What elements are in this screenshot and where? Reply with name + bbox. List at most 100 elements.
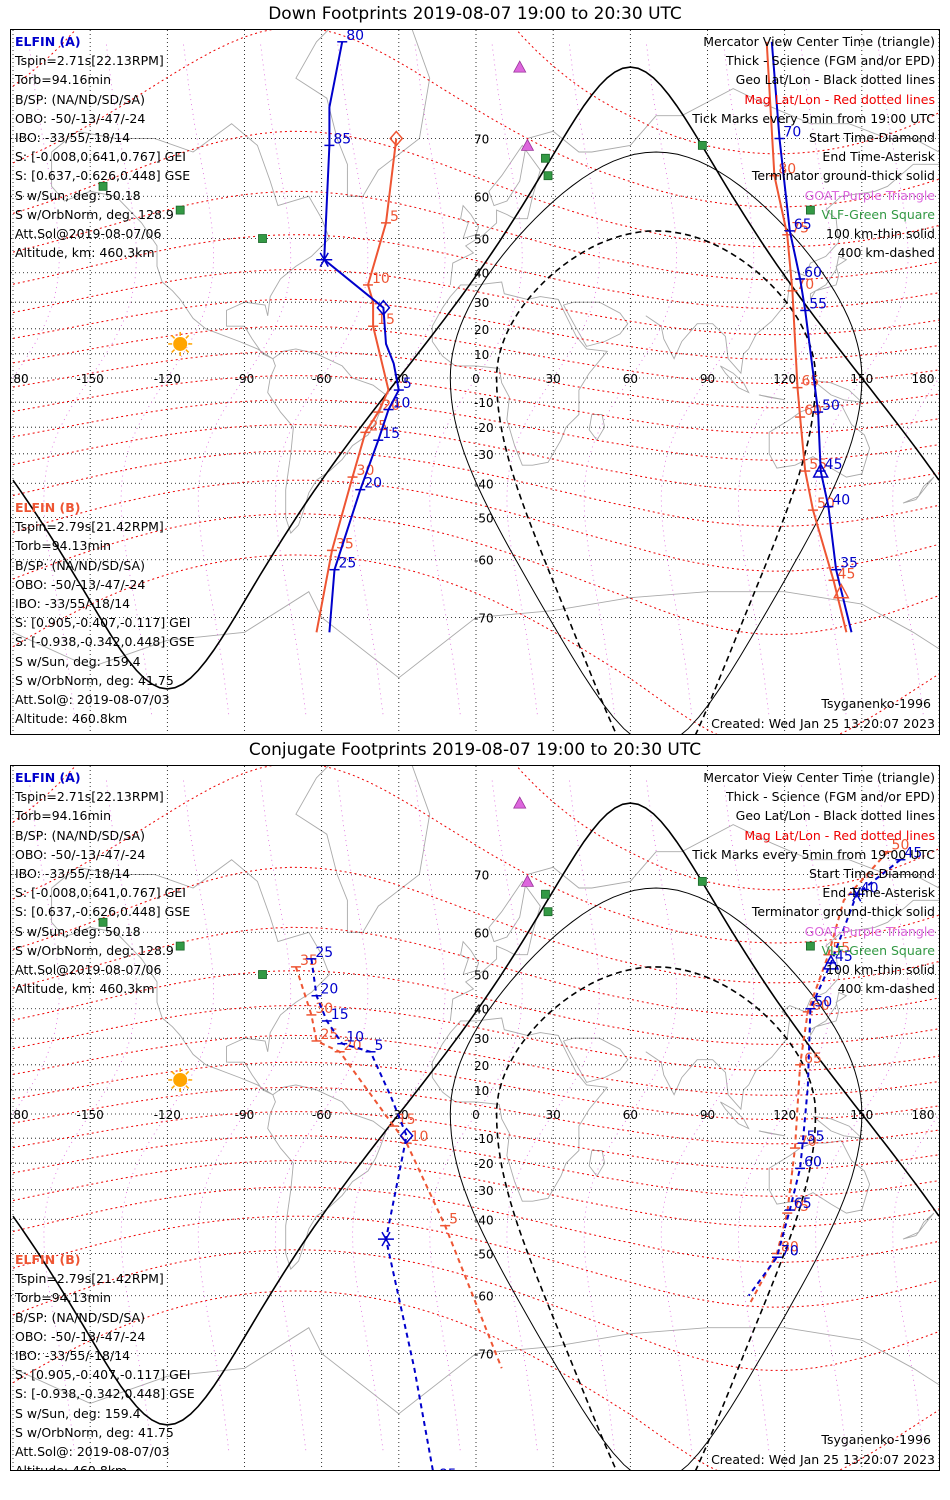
- mag-parallel: [12, 866, 939, 984]
- legend-item: Terminator ground-thick solid: [751, 904, 935, 920]
- info-line: S w/OrbNorm, deg: 41.75: [15, 1424, 174, 1440]
- legend-item: Tick Marks every 5min from 19:00 UTC: [692, 846, 935, 862]
- start-diamond-marker: [389, 130, 404, 147]
- info-line: Tspin=2.71s[22.13RPM]: [15, 789, 164, 805]
- latitude-tick-label: 10: [474, 1084, 489, 1098]
- terminator-100km: [449, 151, 863, 734]
- info-line: S w/Sun, deg: 50.18: [15, 187, 141, 203]
- elfin-a-label: ELFIN (A): [15, 770, 81, 785]
- start-diamond-marker: [376, 299, 391, 316]
- info-line: IBO: -33/55/-18/14: [15, 596, 131, 612]
- vlf-station-marker: [805, 941, 815, 951]
- latitude-tick-label: -30: [474, 448, 494, 462]
- coastline: [431, 1017, 609, 1202]
- coastline: [902, 1212, 935, 1240]
- info-line: Tspin=2.79s[21.42RPM]: [15, 519, 164, 535]
- mag-meridian: [892, 1113, 939, 1451]
- info-line: B/SP: (NA/ND/SD/SA): [15, 557, 145, 573]
- time-tick-label: 25: [321, 1027, 339, 1043]
- elfin-a-track: [310, 958, 434, 1470]
- time-tick-label: 65: [794, 1196, 812, 1212]
- info-line: Torb=94.16min: [15, 808, 112, 824]
- info-line: B/SP: (NA/ND/SD/SA): [15, 827, 145, 843]
- legend-item: Mercator View Center Time (triangle): [703, 34, 935, 49]
- longitude-tick-label: -90: [235, 372, 255, 386]
- legend-item: Mag Lat/Lon - Red dotted lines: [744, 91, 935, 107]
- info-line: S: [0.905,-0.407,-0.117] GEI: [15, 1367, 191, 1383]
- legend-item: 400 km-dashed: [837, 245, 935, 261]
- coastline: [460, 204, 480, 239]
- mag-parallel: [12, 766, 939, 944]
- conjugate-footprints-panel: Conjugate Footprints 2019-08-07 19:00 to…: [0, 736, 950, 1471]
- time-tick-label: 10: [393, 396, 411, 412]
- legend-item: Terminator ground-thick solid: [751, 168, 935, 184]
- latitude-tick-label: 40: [474, 267, 489, 281]
- mag-parallel: [12, 1249, 939, 1371]
- mag-parallel: [12, 298, 939, 360]
- time-tick-label: 60: [812, 998, 830, 1014]
- time-tick-label: 10: [372, 271, 390, 287]
- vlf-station-marker: [697, 140, 707, 150]
- time-tick-label: 10: [411, 1129, 429, 1145]
- legend-item: Thick - Science (FGM and/or EPD): [726, 789, 935, 805]
- coastline: [720, 1101, 750, 1130]
- mag-meridian: [660, 777, 755, 1451]
- elfin-b-info: ELFIN (B) Tspin=2.79s[21.42RPM] Torb=94.…: [15, 1250, 195, 1471]
- coastline: [563, 1037, 629, 1083]
- latitude-tick-label: 10: [474, 348, 489, 362]
- mag-parallel: [12, 424, 939, 492]
- mag-meridian: [43, 41, 137, 715]
- time-tick-label: 40: [861, 880, 879, 896]
- longitude-tick-label: -60: [312, 372, 332, 386]
- coastline: [449, 824, 939, 1021]
- time-tick-label: 15: [331, 1007, 349, 1023]
- coastline: [267, 348, 387, 534]
- longitude-tick-label: -150: [77, 1108, 104, 1122]
- time-tick-label: 35: [300, 953, 318, 969]
- mag-parallel: [12, 1290, 939, 1470]
- info-line: Altitude: 460.8km: [15, 1463, 128, 1471]
- coastline: [809, 991, 848, 1036]
- sun-ray: [171, 349, 176, 353]
- latitude-tick-label: -40: [474, 1213, 494, 1227]
- time-tick-label: 45: [835, 949, 853, 965]
- mag-meridian: [274, 777, 369, 1451]
- time-tick-label: 15: [398, 1112, 416, 1128]
- info-line: Tspin=2.79s[21.42RPM]: [15, 1271, 164, 1287]
- mag-parallel: [12, 350, 939, 409]
- time-tick-label: 45: [825, 457, 843, 473]
- coastline: [588, 1150, 606, 1178]
- elfin-b-track-east: [765, 41, 848, 633]
- latitude-tick-label: 60: [474, 926, 489, 940]
- time-tick-label: 35: [840, 556, 858, 572]
- time-tick-label: 25: [315, 945, 333, 961]
- mag-meridian: [120, 777, 215, 1451]
- latitude-tick-label: -60: [474, 554, 494, 568]
- time-tick-label: 20: [321, 982, 339, 998]
- longitude-tick-label: 180: [912, 1108, 935, 1122]
- goat-station-marker: [520, 874, 535, 887]
- coastline: [588, 414, 606, 442]
- elfin-a-info: ELFIN (A) Tspin=2.71s[22.13RPM] Torb=94.…: [15, 768, 190, 998]
- time-tick-label: 70: [784, 125, 802, 141]
- legend-item: Start Time-Diamond: [808, 130, 935, 146]
- longitude-tick-label: 0: [472, 372, 480, 386]
- coastline: [720, 365, 750, 394]
- mag-parallel: [12, 1215, 939, 1308]
- latitude-tick-label: -30: [474, 1184, 494, 1198]
- time-tick-label: 5: [375, 1038, 384, 1054]
- latitude-tick-label: -50: [474, 1247, 494, 1261]
- mag-meridian: [429, 41, 523, 715]
- legend-item: End Time-Asterisk: [822, 149, 935, 165]
- longitude-tick-label: 90: [700, 372, 715, 386]
- info-line: S w/OrbNorm, deg: 41.75: [15, 672, 174, 688]
- mag-parallel: [12, 1061, 939, 1120]
- latitude-tick-label: -70: [474, 611, 494, 625]
- time-tick-label: 20: [364, 476, 382, 492]
- legend-item: Thick - Science (FGM and/or EPD): [726, 53, 935, 69]
- terminator-ground: [12, 802, 939, 1426]
- mag-parallel: [12, 970, 939, 1045]
- latitude-tick-label: -10: [474, 396, 494, 410]
- panel-title: Down Footprints 2019-08-07 19:00 to 20:3…: [268, 4, 682, 24]
- info-line: S: [-0.008,0.641,0.767] GEI: [15, 885, 186, 901]
